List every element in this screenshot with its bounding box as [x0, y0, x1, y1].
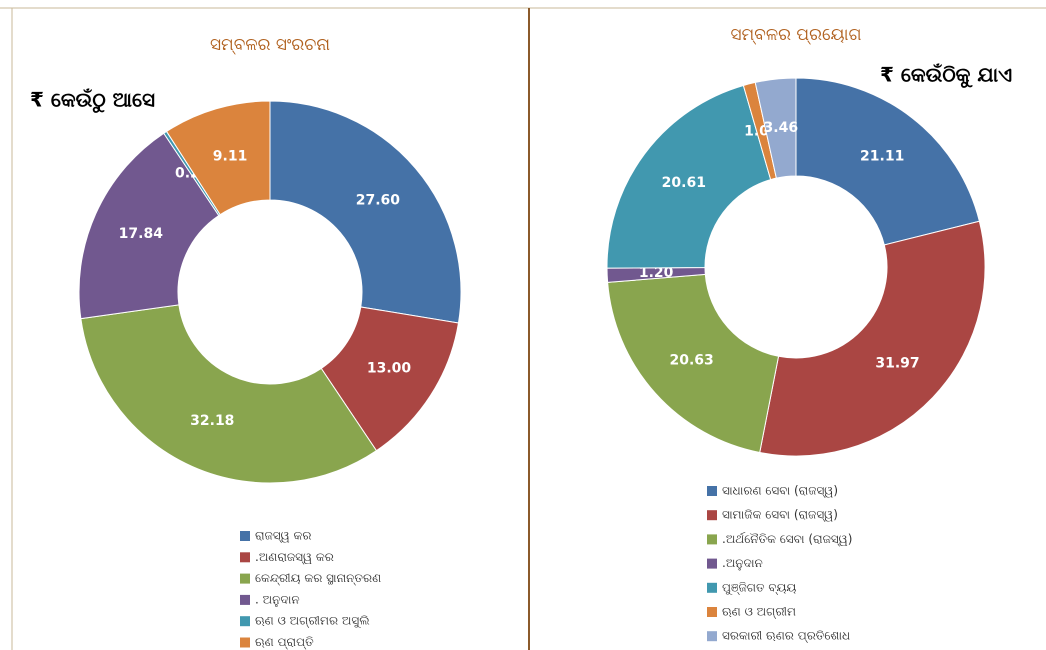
donut-segment — [759, 220, 986, 457]
donut-segment — [606, 84, 772, 269]
legend-swatch — [240, 616, 250, 627]
legend-swatch — [707, 607, 717, 617]
legend-label: ସାଧାରଣ ସେବା (ରାଜସ୍ୱ) — [722, 484, 838, 498]
legend-swatch — [707, 510, 717, 521]
legend-swatch — [707, 534, 717, 545]
chart-title: ସମ୍ବଳର ସଂରଚନା — [210, 35, 330, 55]
legend-label: .ଅଣରାଜସ୍ୱ କର — [255, 550, 334, 564]
legend-label: ରାଜସ୍ୱ କର — [255, 529, 312, 543]
value-label: 31.97 — [875, 355, 919, 371]
donut-segment — [795, 77, 980, 246]
chart-subtitle: ₹ କେଉଁଠୁ ଆସେ — [30, 88, 155, 114]
value-label: 17.84 — [119, 226, 164, 242]
value-label: 20.63 — [669, 352, 713, 368]
value-label: 1.20 — [639, 265, 674, 281]
value-label: 21.11 — [860, 149, 904, 165]
donut-segment — [165, 100, 271, 216]
value-label: 3.46 — [764, 120, 799, 136]
legend-swatch — [707, 582, 717, 593]
legend-swatch — [240, 594, 250, 605]
value-label: 13.00 — [367, 361, 412, 377]
donut-segment — [607, 273, 780, 454]
value-label: 27.60 — [356, 192, 401, 208]
legend-label: .ଅନୁଦାନ — [722, 556, 763, 571]
legend-label: . ଅନୁଦାନ — [255, 592, 300, 607]
legend-swatch — [240, 552, 250, 563]
legend-swatch — [707, 558, 717, 569]
legend-swatch — [240, 531, 250, 541]
legend-label: ସରକାରୀ ଋଣର ପ୍ରତିଶୋଧ — [722, 629, 850, 643]
legend-label: ଋଣ ପ୍ରାପ୍ତି — [255, 635, 314, 649]
legend-label: ସାମାଜିକ ସେବା (ରାଜସ୍ୱ) — [722, 508, 838, 522]
legend-label: .ଅର୍ଥନୈତିକ ସେବା (ରାଜସ୍ୱ) — [722, 532, 852, 546]
legend-swatch — [707, 631, 717, 642]
donut-segment — [80, 304, 378, 484]
legend-label: କେନ୍ଦ୍ରୀୟ କର ସ୍ଥାନାନ୍ତରଣ — [255, 571, 381, 585]
legend-swatch — [707, 486, 717, 496]
value-label: 20.61 — [662, 175, 706, 191]
value-label: 32.18 — [190, 413, 234, 429]
legend-label: ଋଣ ଓ ଅଗ୍ରୀମ — [722, 605, 796, 619]
donut-segment — [269, 100, 462, 324]
chart-title: ସମ୍ବଳର ପ୍ରୟୋଗ — [730, 25, 861, 45]
legend-label: ପୁଞ୍ଜିଗତ ବ୍ୟୟ — [722, 580, 796, 595]
legend-swatch — [240, 573, 250, 584]
legend-swatch — [240, 637, 250, 648]
value-label: 9.11 — [213, 148, 248, 164]
donut-segment — [754, 77, 797, 179]
donut-segment — [78, 132, 220, 320]
legend-label: ଋଣ ଓ ଅଗ୍ରୀମର ଅସୁଲି — [255, 614, 370, 629]
chart-subtitle: ₹ କେଉଁଠିକୁ ଯାଏ — [880, 63, 1012, 89]
